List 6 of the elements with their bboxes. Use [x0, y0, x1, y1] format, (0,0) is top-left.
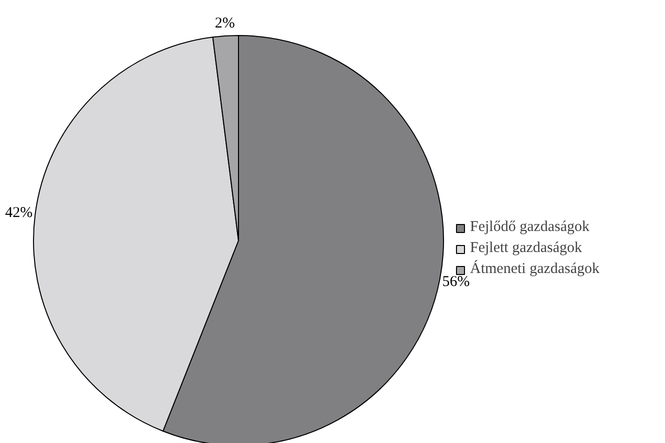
legend-label: Átmeneti gazdaságok — [470, 261, 600, 278]
legend-label: Fejlődő gazdaságok — [470, 219, 590, 236]
data-label: 42% — [5, 204, 33, 221]
data-label: 2% — [214, 16, 235, 32]
data-label: 56% — [442, 274, 470, 290]
legend-label: Fejlett gazdaságok — [470, 240, 582, 257]
